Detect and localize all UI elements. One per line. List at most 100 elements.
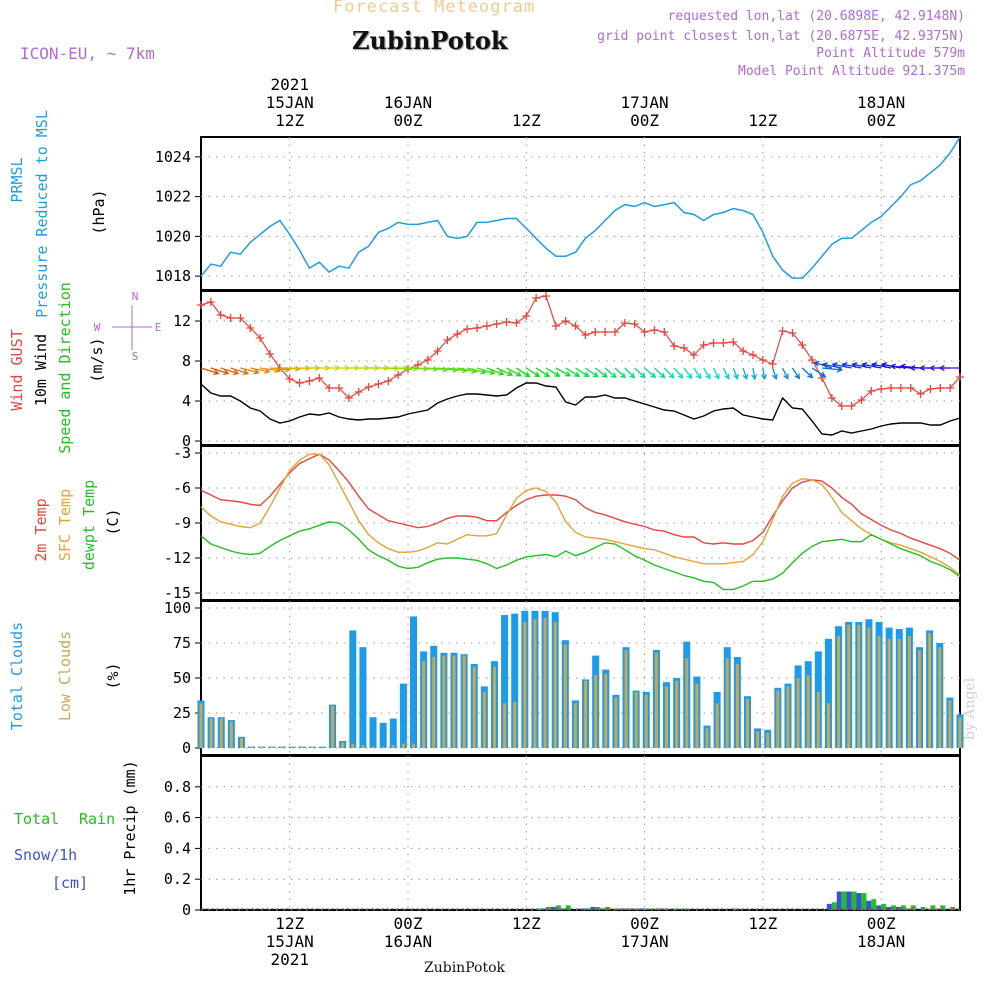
wind-direction-arrow xyxy=(210,367,229,375)
label-speed-direction: Speed and Direction xyxy=(56,282,74,454)
total-cloud-bar xyxy=(399,683,407,748)
wind-arrow-head xyxy=(889,363,896,370)
gust-marker xyxy=(611,328,619,336)
gust-marker xyxy=(344,394,353,402)
y-tick-label: -15 xyxy=(164,584,191,602)
total-cloud-bar xyxy=(389,718,397,748)
low-cloud-bar xyxy=(229,721,233,748)
wind-speed-line xyxy=(200,382,961,436)
snow-bar xyxy=(846,891,852,910)
label-2m-temp: 2m Temp xyxy=(32,498,50,561)
gust-marker xyxy=(295,379,304,387)
wind-arrow-head xyxy=(233,369,240,376)
gust-marker xyxy=(542,292,550,300)
time-label-bottom: 00Z xyxy=(867,914,896,933)
wind-arrow-head xyxy=(294,365,302,372)
gust-marker xyxy=(956,373,964,381)
gust-marker xyxy=(522,312,531,320)
label-rain: Rain xyxy=(79,810,115,828)
y-tick-label: 8 xyxy=(182,352,191,370)
y-tick-label: 0 xyxy=(182,901,191,919)
wind-direction-arrow xyxy=(862,363,882,369)
low-cloud-bar xyxy=(796,678,800,748)
gust-marker xyxy=(591,328,600,336)
low-cloud-bar xyxy=(745,699,749,748)
low-cloud-bar xyxy=(432,657,436,748)
wind-direction-arrow xyxy=(545,367,560,377)
y-tick-label: 0 xyxy=(182,432,191,450)
gust-marker xyxy=(689,351,698,359)
wind-direction-arrow xyxy=(427,367,448,371)
gust-marker xyxy=(512,319,521,327)
y-tick-label: 0.6 xyxy=(164,809,191,827)
snow-bar xyxy=(895,906,901,910)
gust-marker xyxy=(670,342,679,350)
time-label-bottom: 17JAN xyxy=(620,932,668,951)
wind-arrow-head xyxy=(724,373,730,380)
low-cloud-bar xyxy=(877,636,881,748)
wind-arrow-head xyxy=(794,373,801,380)
gust-marker xyxy=(413,361,422,369)
gust-marker xyxy=(453,330,462,338)
low-cloud-bar xyxy=(715,703,719,748)
wind-direction-arrow xyxy=(673,367,684,379)
wind-arrow-head xyxy=(742,373,749,381)
wind-arrow-head xyxy=(242,369,250,376)
wind-direction-arrow xyxy=(693,367,702,379)
compass-south: S xyxy=(132,350,139,363)
rain-bar xyxy=(871,899,877,910)
wind-arrow-head xyxy=(861,362,868,368)
low-cloud-bar xyxy=(351,743,355,748)
wind-direction-arrow xyxy=(250,367,270,373)
gust-marker xyxy=(226,314,235,322)
wind-direction-arrow xyxy=(644,367,656,378)
wind-arrow-head xyxy=(714,373,720,380)
total-cloud-bar xyxy=(501,615,509,748)
label-wind-unit: (m/s) xyxy=(88,337,106,382)
time-label-bottom: 15JAN xyxy=(266,932,314,951)
low-cloud-bar xyxy=(270,746,274,748)
wind-direction-arrow xyxy=(220,367,239,375)
wind-direction-arrow xyxy=(457,367,477,373)
model-point-altitude: Model Point Altitude 921.375m xyxy=(738,64,965,79)
time-label-bottom: 18JAN xyxy=(857,932,905,951)
time-label-top: 12Z xyxy=(512,111,541,130)
y-tick-label: -9 xyxy=(173,514,191,532)
requested-point: requested lon,lat (20.6898E, 42.9148N) xyxy=(667,9,965,24)
gust-marker xyxy=(857,396,866,404)
compass-west: W xyxy=(94,321,101,334)
low-cloud-bar xyxy=(290,746,294,748)
wind-arrow-head xyxy=(452,366,459,373)
snow-bar xyxy=(826,903,832,910)
wind-arrow-head xyxy=(253,368,260,375)
wind-direction-arrow xyxy=(712,367,720,379)
gust-marker xyxy=(749,351,757,359)
low-cloud-bar xyxy=(766,732,770,748)
low-cloud-bar xyxy=(948,700,952,748)
wind-direction-arrow xyxy=(722,367,730,379)
label-dewpt-temp: dewpt Temp xyxy=(80,480,98,570)
total-cloud-bar xyxy=(379,722,387,748)
low-cloud-bar xyxy=(584,680,588,748)
wind-direction-arrow xyxy=(772,367,777,380)
wind-direction-arrow xyxy=(742,367,748,380)
low-cloud-bar xyxy=(644,694,648,748)
wind-arrow-head xyxy=(918,365,925,371)
time-label-top: 15JAN xyxy=(266,93,314,112)
wind-direction-arrow xyxy=(565,367,580,377)
gust-marker xyxy=(197,301,205,309)
wind-arrow-head xyxy=(909,365,916,371)
low-cloud-bar xyxy=(320,746,324,748)
wind-direction-arrow xyxy=(663,367,675,379)
label-pressure-unit: (hPa) xyxy=(90,189,108,234)
time-label-top: 00Z xyxy=(630,111,659,130)
gust-marker xyxy=(551,322,560,330)
low-cloud-bar xyxy=(928,633,932,748)
wind-arrow-head xyxy=(851,362,858,368)
gust-marker xyxy=(650,326,659,334)
gust-marker xyxy=(739,347,748,355)
compass-east: E xyxy=(155,321,162,334)
low-cloud-bar xyxy=(219,718,223,748)
temp-dewpt-line xyxy=(200,521,961,591)
gust-marker xyxy=(423,356,432,364)
